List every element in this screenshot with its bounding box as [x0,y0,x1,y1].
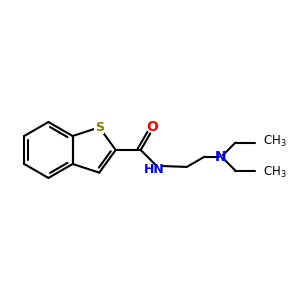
Text: S: S [95,121,104,134]
Text: O: O [146,120,158,134]
Text: HN: HN [143,164,164,176]
Text: CH$_3$: CH$_3$ [263,134,287,149]
Text: N: N [214,150,226,164]
Text: CH$_3$: CH$_3$ [263,164,287,180]
